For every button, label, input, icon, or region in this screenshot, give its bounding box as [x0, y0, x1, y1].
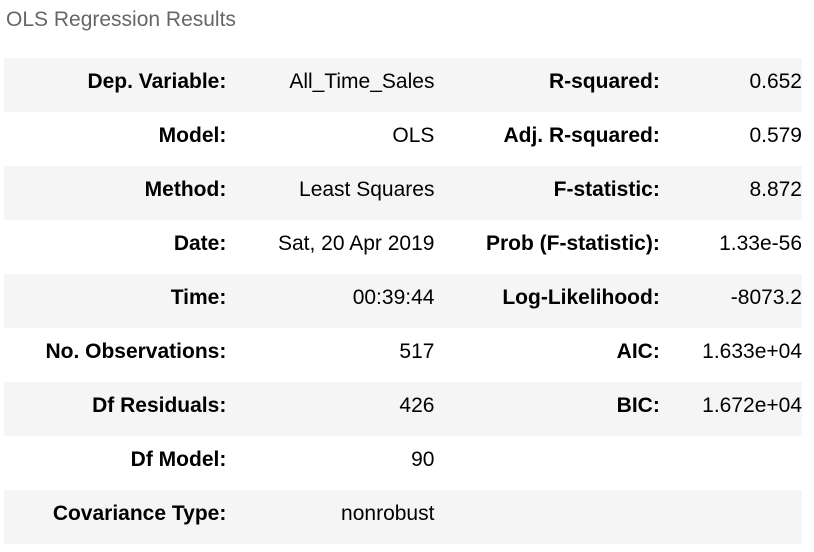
stat-label: Df Model:	[4, 436, 227, 490]
stat-label: Df Residuals:	[4, 382, 227, 436]
table-row: Date: Sat, 20 Apr 2019 Prob (F-statistic…	[4, 220, 802, 274]
stat-value	[659, 490, 802, 544]
stat-label: Log-Likelihood:	[434, 274, 660, 328]
stat-value	[659, 436, 802, 490]
stat-label: F-statistic:	[434, 166, 660, 220]
stat-value: 517	[226, 328, 435, 382]
table-row: Time: 00:39:44 Log-Likelihood: -8073.2	[4, 274, 802, 328]
stat-label: Dep. Variable:	[4, 58, 227, 112]
stat-label	[434, 490, 660, 544]
table-row: No. Observations: 517 AIC: 1.633e+04	[4, 328, 802, 382]
stat-label: Prob (F-statistic):	[434, 220, 660, 274]
stat-value: 426	[226, 382, 435, 436]
stat-label: Method:	[4, 166, 227, 220]
table-row: Model: OLS Adj. R-squared: 0.579	[4, 112, 802, 166]
stat-value: Least Squares	[226, 166, 435, 220]
stat-value: 0.652	[659, 58, 802, 112]
table-row: Df Residuals: 426 BIC: 1.672e+04	[4, 382, 802, 436]
table-caption: OLS Regression Results	[6, 8, 236, 31]
stat-label: Covariance Type:	[4, 490, 227, 544]
stat-value: 0.579	[659, 112, 802, 166]
table-row: Covariance Type: nonrobust	[4, 490, 802, 544]
stat-label: Date:	[4, 220, 227, 274]
stat-value: 1.633e+04	[659, 328, 802, 382]
stat-value: 8.872	[659, 166, 802, 220]
stat-value: nonrobust	[226, 490, 435, 544]
stat-label: AIC:	[434, 328, 660, 382]
stat-label: Time:	[4, 274, 227, 328]
stat-label	[434, 436, 660, 490]
stat-label: Adj. R-squared:	[434, 112, 660, 166]
stat-value: 1.672e+04	[659, 382, 802, 436]
stat-value: 1.33e-56	[659, 220, 802, 274]
stat-label: R-squared:	[434, 58, 660, 112]
stat-label: BIC:	[434, 382, 660, 436]
stat-value: -8073.2	[659, 274, 802, 328]
table-row: Dep. Variable: All_Time_Sales R-squared:…	[4, 58, 802, 112]
stat-value: 00:39:44	[226, 274, 435, 328]
stat-value: 90	[226, 436, 435, 490]
ols-results-table: Dep. Variable: All_Time_Sales R-squared:…	[4, 58, 802, 544]
stat-label: No. Observations:	[4, 328, 227, 382]
stat-value: OLS	[226, 112, 435, 166]
stat-label: Model:	[4, 112, 227, 166]
stat-value: All_Time_Sales	[226, 58, 435, 112]
table-row: Method: Least Squares F-statistic: 8.872	[4, 166, 802, 220]
stat-value: Sat, 20 Apr 2019	[226, 220, 435, 274]
table-row: Df Model: 90	[4, 436, 802, 490]
